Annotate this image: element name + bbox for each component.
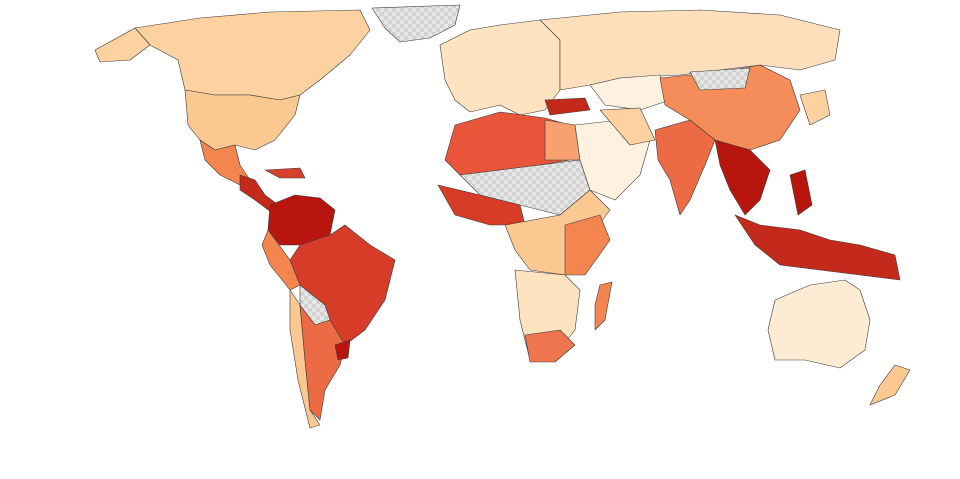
caribbean bbox=[264, 167, 306, 179]
new-zealand bbox=[869, 364, 911, 406]
southeast-asia bbox=[714, 139, 771, 216]
south-africa bbox=[524, 329, 576, 363]
europe bbox=[439, 19, 561, 116]
madagascar bbox=[594, 281, 613, 331]
alaska bbox=[94, 27, 151, 63]
india bbox=[654, 119, 716, 216]
japan-korea bbox=[799, 89, 831, 126]
turkey bbox=[544, 97, 591, 116]
mongolia bbox=[689, 67, 751, 91]
greenland bbox=[371, 4, 461, 43]
iran bbox=[599, 107, 656, 146]
north-africa bbox=[444, 111, 571, 176]
china bbox=[659, 64, 801, 151]
canada bbox=[134, 9, 371, 101]
egypt bbox=[544, 119, 581, 161]
uruguay bbox=[334, 339, 351, 361]
east-africa bbox=[564, 214, 611, 276]
philippines bbox=[789, 169, 813, 216]
indonesia bbox=[734, 214, 901, 281]
australia bbox=[767, 279, 871, 369]
argentina bbox=[299, 304, 346, 421]
